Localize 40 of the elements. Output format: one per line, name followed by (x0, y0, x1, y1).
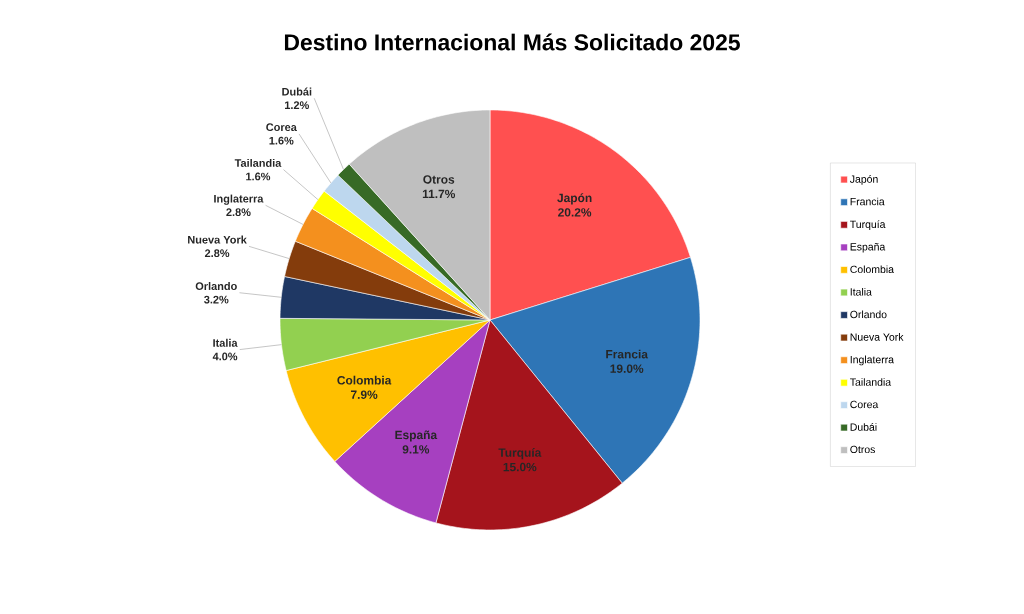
data-label: 1.6% (246, 172, 271, 181)
data-label: 9.1% (402, 445, 430, 454)
slice-label: Francia (606, 349, 649, 359)
data-label: 7.9% (350, 390, 378, 399)
data-label: 19.0% (610, 364, 644, 373)
data-label: 2.8% (226, 208, 251, 217)
slice-label: Nueva York (188, 235, 247, 244)
legend-label: Japón (849, 174, 878, 185)
legend-label: Italia (850, 287, 872, 296)
data-label: 4.0% (212, 352, 238, 361)
slice-label: Japón (557, 193, 592, 205)
legend-label: Inglaterra (850, 355, 894, 366)
slice-label: Corea (266, 123, 297, 132)
data-label: 1.6% (269, 136, 294, 145)
slice-label: Colombia (337, 375, 392, 385)
legend-label: Orlando (850, 310, 887, 319)
data-label: 2.8% (204, 249, 230, 258)
legend-label: Turquía (850, 220, 886, 231)
data-label: 20.2% (558, 208, 592, 217)
chart-title: Destino Internacional Más Solicitado 2025 (284, 33, 740, 51)
data-label: 15.0% (503, 462, 537, 472)
data-label: 11.7% (422, 189, 456, 199)
legend-label: Tailandia (850, 378, 892, 386)
slice-label: Italia (213, 338, 238, 347)
slice-label: Dubái (282, 87, 312, 96)
slice-label: Orlando (195, 281, 237, 291)
legend-label: Nueva York (850, 333, 904, 341)
legend-label: España (850, 242, 886, 253)
slice-label: Otros (423, 175, 455, 184)
legend-label: Dubái (850, 423, 877, 431)
slice-label: Inglaterra (214, 194, 264, 205)
legend-label: Francia (850, 197, 885, 206)
data-label: 3.2% (204, 295, 229, 304)
slice-label: Turquía (498, 447, 542, 460)
legend-label: Corea (850, 400, 879, 409)
data-label: 1.2% (285, 101, 309, 109)
slice-label: España (395, 430, 438, 442)
legend-label: Colombia (850, 265, 894, 274)
slice-label: Tailandia (234, 158, 282, 167)
legend-label: Otros (850, 445, 875, 454)
